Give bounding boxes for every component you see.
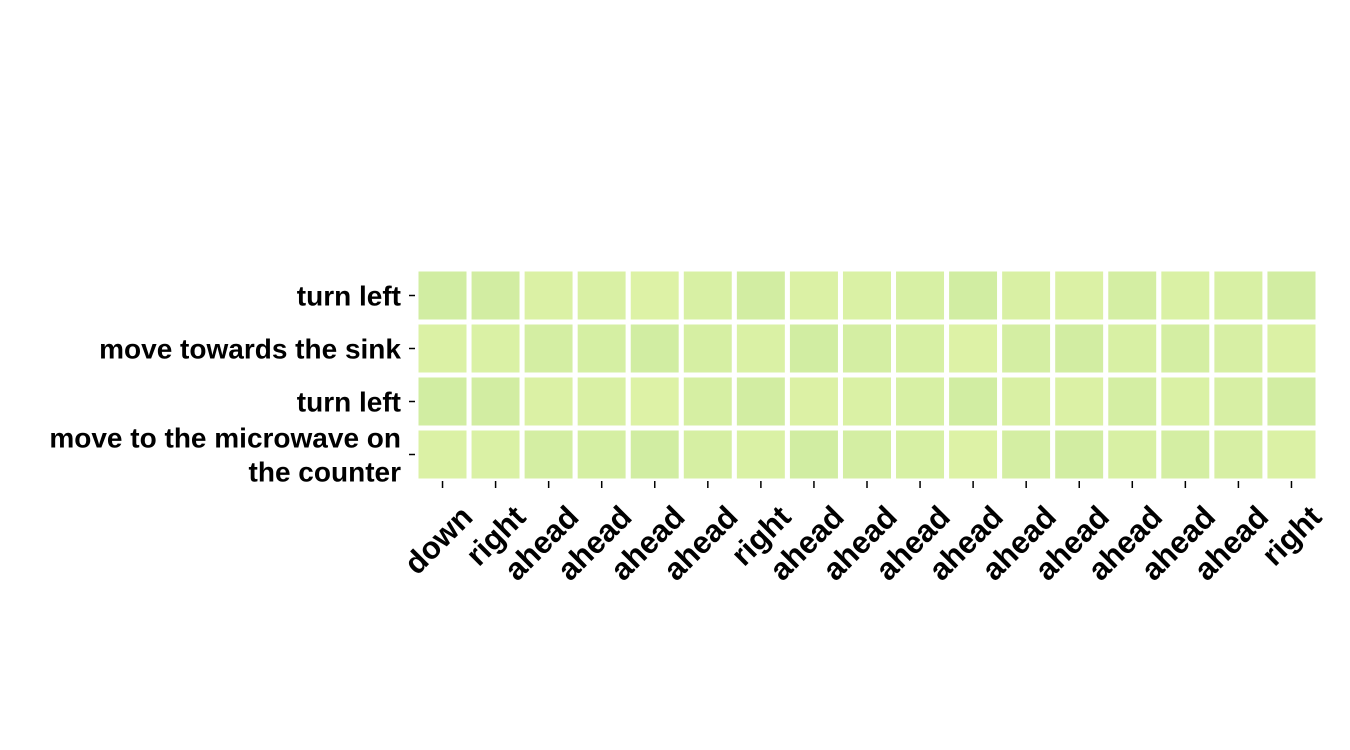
heatmap-cell — [1209, 319, 1268, 378]
heatmap-cell — [944, 266, 1003, 325]
heatmap-cell — [678, 266, 737, 325]
heatmap-cell — [519, 319, 578, 378]
heatmap-cell — [466, 425, 525, 484]
heatmap-cell — [731, 372, 790, 431]
heatmap-cell — [997, 372, 1056, 431]
heatmap-cell — [731, 425, 790, 484]
heatmap-cell — [1103, 266, 1162, 325]
heatmap-cell — [1262, 425, 1321, 484]
heatmap-cell — [1103, 425, 1162, 484]
heatmap-cell — [1103, 372, 1162, 431]
heatmap-cell — [572, 266, 631, 325]
heatmap-cell — [1156, 372, 1215, 431]
heatmap-cell — [997, 266, 1056, 325]
heatmap-cell — [625, 372, 684, 431]
heatmap-cell — [891, 425, 950, 484]
heatmap-cell — [572, 319, 631, 378]
y-tick-label: move to the microwave on — [49, 423, 401, 454]
heatmap-cell — [1050, 372, 1109, 431]
heatmap-cell — [944, 372, 1003, 431]
heatmap-cell — [1050, 425, 1109, 484]
heatmap-cell — [784, 425, 843, 484]
heatmap-cell — [519, 266, 578, 325]
heatmap-cell — [784, 266, 843, 325]
heatmap-cell — [1209, 425, 1268, 484]
heatmap-cell — [678, 319, 737, 378]
heatmap-cell — [1156, 266, 1215, 325]
heatmap-cell — [891, 266, 950, 325]
heatmap-cell — [466, 372, 525, 431]
heatmap-cell — [466, 319, 525, 378]
heatmap-cell — [625, 319, 684, 378]
heatmap-cell — [837, 319, 897, 378]
heatmap-cell — [678, 372, 737, 431]
heatmap-cell — [678, 425, 737, 484]
heatmap-cell — [837, 372, 897, 431]
heatmap-cells — [413, 266, 1321, 484]
heatmap-cell — [625, 425, 684, 484]
heatmap-cell — [466, 266, 525, 325]
y-tick-label: turn left — [297, 281, 401, 312]
heatmap-cell — [784, 319, 843, 378]
heatmap-cell — [784, 372, 843, 431]
heatmap-cell — [413, 372, 472, 431]
heatmap-cell — [1209, 372, 1268, 431]
heatmap-cell — [519, 425, 578, 484]
heatmap-cell — [413, 425, 472, 484]
heatmap-cell — [837, 266, 897, 325]
heatmap-cell — [891, 319, 950, 378]
y-tick-label: the counter — [249, 457, 402, 488]
heatmap-cell — [997, 319, 1056, 378]
heatmap-cell — [1156, 425, 1215, 484]
heatmap-cell — [572, 372, 631, 431]
heatmap-cell — [1156, 319, 1215, 378]
heatmap-cell — [413, 266, 472, 325]
heatmap-cell — [1103, 319, 1162, 378]
heatmap-cell — [1050, 266, 1109, 325]
heatmap-cell — [944, 425, 1003, 484]
heatmap-cell — [891, 372, 950, 431]
heatmap-cell — [1050, 319, 1109, 378]
heatmap-cell — [1262, 319, 1321, 378]
heatmap-cell — [1262, 266, 1321, 325]
x-tick-label: right — [1255, 499, 1328, 572]
heatmap-cell — [625, 266, 684, 325]
y-axis: turn left move towards the sink turn left m… — [49, 281, 415, 488]
x-axis: downrightaheadaheadaheadaheadrightaheada… — [397, 481, 1328, 587]
heatmap-cell — [572, 425, 631, 484]
y-tick-label: move towards the sink — [99, 334, 401, 365]
heatmap-cell — [1209, 266, 1268, 325]
y-tick-label: turn left — [297, 387, 401, 418]
heatmap-cell — [837, 425, 897, 484]
heatmap-cell — [1262, 372, 1321, 431]
heatmap-cell — [731, 319, 790, 378]
heatmap-cell — [519, 372, 578, 431]
heatmap-cell — [944, 319, 1003, 378]
heatmap-cell — [997, 425, 1056, 484]
heatmap-cell — [731, 266, 790, 325]
heatmap-cell — [413, 319, 472, 378]
